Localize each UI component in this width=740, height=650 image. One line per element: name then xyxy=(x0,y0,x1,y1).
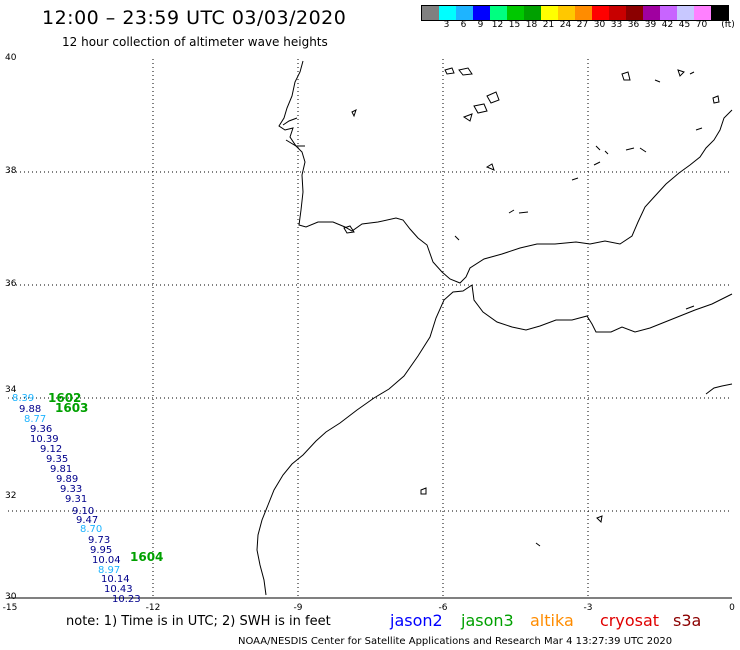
legend-swatch xyxy=(677,6,694,20)
lon-label-minus3: -3 xyxy=(583,603,593,613)
legend-label: 9 xyxy=(477,20,484,30)
legend-label: 6 xyxy=(460,20,467,30)
legend-swatch xyxy=(660,6,677,20)
legend-swatch xyxy=(609,6,626,20)
wave-height-value: 10.14 xyxy=(101,574,130,585)
legend-swatch xyxy=(575,6,592,20)
legend-swatch xyxy=(507,6,524,20)
lat-label-34: 34 xyxy=(5,385,17,395)
legend-swatch xyxy=(456,6,473,20)
pass-number-label: 1604 xyxy=(130,550,163,564)
legend-label: 42 xyxy=(661,20,674,30)
wave-height-value: 9.36 xyxy=(30,424,52,435)
legend-label: 15 xyxy=(508,20,521,30)
legend-swatch xyxy=(422,6,439,20)
map-subtitle: 12 hour collection of altimeter wave hei… xyxy=(62,35,328,49)
legend-swatch xyxy=(473,6,490,20)
wave-height-value: 9.35 xyxy=(46,454,68,465)
legend-label: 24 xyxy=(559,20,572,30)
lon-label-minus15: -15 xyxy=(2,603,18,613)
lon-label-minus6: -6 xyxy=(438,603,448,613)
satellite-cryosat: cryosat xyxy=(600,611,660,630)
satellite-jason2: jason2 xyxy=(390,611,443,630)
wave-height-value: 9.47 xyxy=(76,515,98,526)
wave-height-value: 8.97 xyxy=(98,565,120,576)
lon-label-minus12: -12 xyxy=(145,603,161,613)
satellite-jason3: jason3 xyxy=(461,611,514,630)
wave-height-value: 9.31 xyxy=(65,494,87,505)
map-title: 12:00 – 23:59 UTC 03/03/2020 xyxy=(42,7,347,29)
legend-label: 21 xyxy=(542,20,555,30)
islands xyxy=(343,67,720,547)
lat-label-38: 38 xyxy=(5,166,17,176)
coastline xyxy=(256,60,733,596)
legend-swatch xyxy=(711,6,728,20)
pass-number-label: 1603 xyxy=(55,401,88,415)
wave-height-value: 8.77 xyxy=(24,414,46,425)
wave-height-value: 10.43 xyxy=(104,584,133,595)
units-note: note: 1) Time is in UTC; 2) SWH is in fe… xyxy=(66,614,331,629)
lat-label-36: 36 xyxy=(5,279,17,289)
wave-height-value: 9.81 xyxy=(50,464,72,475)
satellite-altika: altika xyxy=(530,611,574,630)
wave-height-value: 10.23 xyxy=(112,594,141,605)
legend-label: 12 xyxy=(491,20,504,30)
legend-label: 39 xyxy=(644,20,657,30)
legend-unit: (ft) xyxy=(721,20,735,30)
legend-swatch xyxy=(592,6,609,20)
legend-label: 3 xyxy=(443,20,450,30)
legend-color-bar xyxy=(421,5,729,21)
lat-label-30: 30 xyxy=(5,592,17,602)
legend-label: 45 xyxy=(678,20,691,30)
legend-swatch xyxy=(439,6,456,20)
wave-height-value: 9.95 xyxy=(90,545,112,556)
legend-label: 30 xyxy=(593,20,606,30)
wave-height-value: 9.88 xyxy=(19,404,41,415)
legend-swatch xyxy=(558,6,575,20)
legend-label: 33 xyxy=(610,20,623,30)
wave-height-value: 9.10 xyxy=(72,506,94,517)
wave-height-value: 10.04 xyxy=(92,555,121,566)
legend-label: 27 xyxy=(576,20,589,30)
legend-label: 70 xyxy=(695,20,708,30)
pass-number-label: 1602 xyxy=(48,391,81,405)
legend-swatch xyxy=(626,6,643,20)
legend-swatch xyxy=(643,6,660,20)
lat-label-32: 32 xyxy=(5,491,17,501)
legend-swatch xyxy=(490,6,507,20)
wave-height-value: 9.12 xyxy=(40,444,62,455)
wave-height-value: 8.70 xyxy=(80,524,102,535)
wave-height-value: 8.39 xyxy=(12,393,34,404)
lon-label-0: 0 xyxy=(729,603,735,613)
legend-label: 36 xyxy=(627,20,640,30)
wave-height-value: 9.33 xyxy=(60,484,82,495)
legend-swatch xyxy=(524,6,541,20)
legend-swatch xyxy=(541,6,558,20)
wave-height-value: 9.73 xyxy=(88,535,110,546)
legend-swatch xyxy=(694,6,711,20)
wave-height-value: 9.89 xyxy=(56,474,78,485)
credit-line: NOAA/NESDIS Center for Satellite Applica… xyxy=(238,636,673,647)
lat-label-40: 40 xyxy=(5,53,17,63)
lon-label-minus9: -9 xyxy=(293,603,303,613)
legend-label: 18 xyxy=(525,20,538,30)
wave-height-value: 10.39 xyxy=(30,434,59,445)
satellite-s3a: s3a xyxy=(673,611,702,630)
lat-lon-grid xyxy=(8,59,732,598)
